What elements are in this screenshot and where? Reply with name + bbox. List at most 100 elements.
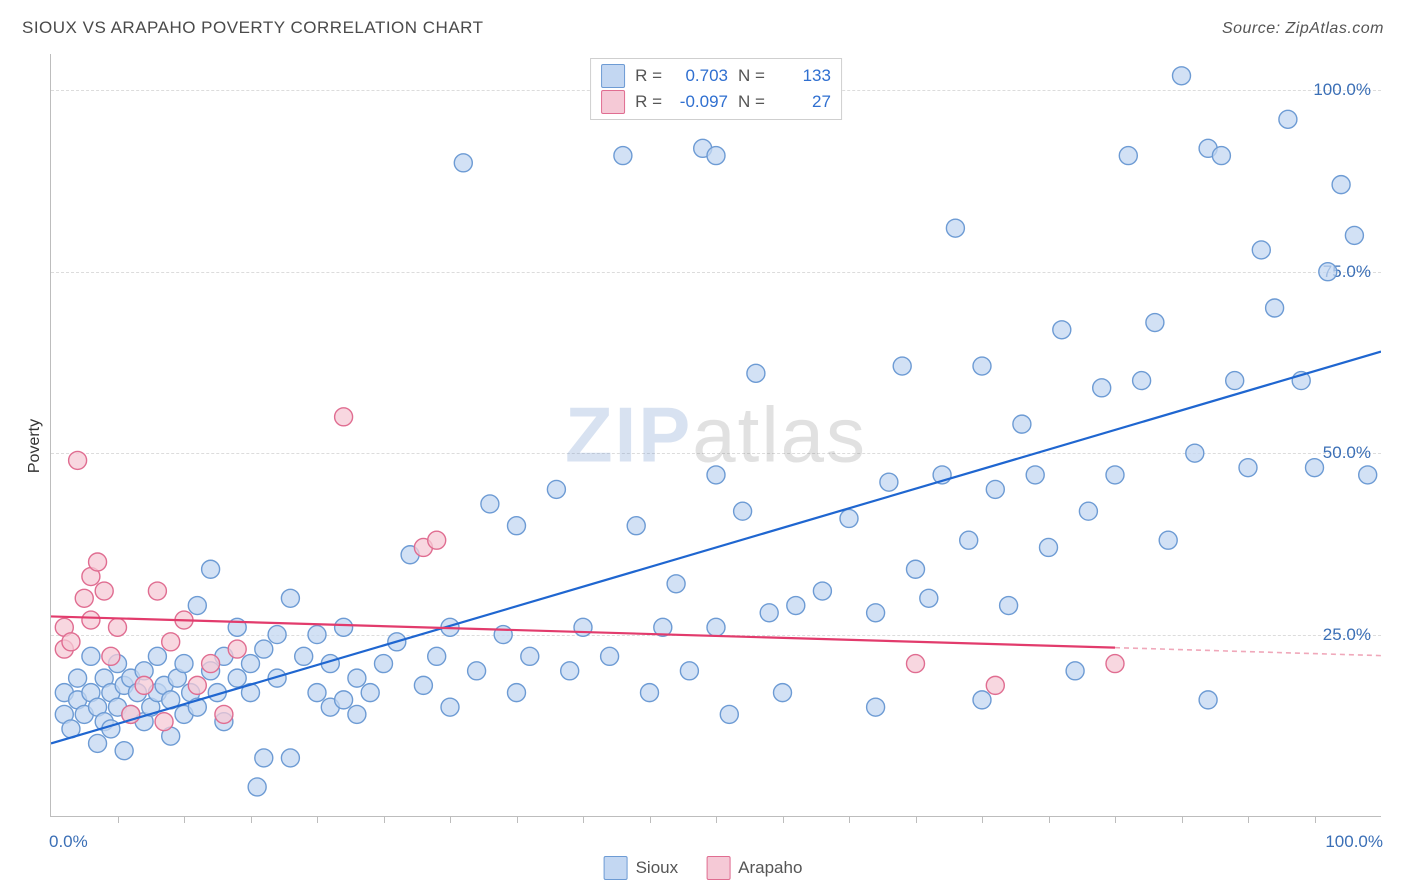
data-point-arapaho [102,647,120,665]
data-point-sioux [960,531,978,549]
x-tick [716,816,717,823]
legend-swatch [601,64,625,88]
data-point-sioux [148,647,166,665]
data-point-sioux [281,589,299,607]
data-point-sioux [973,691,991,709]
data-point-sioux [175,655,193,673]
data-point-arapaho [135,676,153,694]
data-point-sioux [188,597,206,615]
data-point-sioux [561,662,579,680]
data-point-sioux [893,357,911,375]
data-point-sioux [335,691,353,709]
data-point-arapaho [75,589,93,607]
data-point-sioux [747,364,765,382]
n-label: N = [738,66,765,86]
data-point-sioux [1212,147,1230,165]
data-point-sioux [601,647,619,665]
data-point-arapaho [335,408,353,426]
data-point-sioux [1173,67,1191,85]
chart-title: SIOUX VS ARAPAHO POVERTY CORRELATION CHA… [22,18,484,38]
data-point-sioux [973,357,991,375]
data-point-sioux [1119,147,1137,165]
data-point-sioux [1026,466,1044,484]
legend-swatch [601,90,625,114]
data-point-arapaho [155,713,173,731]
r-label: R = [635,92,662,112]
series-legend-item: Arapaho [706,856,802,880]
x-tick [450,816,451,823]
data-point-sioux [707,618,725,636]
x-tick [1182,816,1183,823]
data-point-sioux [308,626,326,644]
data-point-sioux [375,655,393,673]
chart-svg [51,54,1381,816]
data-point-sioux [680,662,698,680]
data-point-sioux [242,655,260,673]
x-axis-start-label: 0.0% [49,832,88,852]
legend-row: R = 0.703 N = 133 [601,63,831,89]
data-point-sioux [1359,466,1377,484]
data-point-sioux [441,698,459,716]
data-point-sioux [361,684,379,702]
data-point-sioux [82,647,100,665]
legend-row: R =-0.097N =27 [601,89,831,115]
data-point-sioux [1066,662,1084,680]
data-point-sioux [1266,299,1284,317]
data-point-sioux [1186,444,1204,462]
data-point-sioux [414,676,432,694]
x-tick [384,816,385,823]
data-point-sioux [508,517,526,535]
legend-swatch [706,856,730,880]
series-name: Arapaho [738,858,802,878]
data-point-sioux [308,684,326,702]
x-tick [916,816,917,823]
data-point-sioux [1226,372,1244,390]
source-credit: Source: ZipAtlas.com [1222,20,1384,38]
data-point-sioux [1013,415,1031,433]
data-point-arapaho [95,582,113,600]
data-point-arapaho [109,618,127,636]
x-tick [583,816,584,823]
r-value: 0.703 [672,66,728,86]
data-point-arapaho [228,640,246,658]
x-tick [184,816,185,823]
data-point-arapaho [907,655,925,673]
data-point-sioux [202,560,220,578]
data-point-sioux [255,749,273,767]
data-point-arapaho [202,655,220,673]
series-legend-item: Sioux [604,856,679,880]
series-name: Sioux [636,858,679,878]
x-tick [1248,816,1249,823]
data-point-arapaho [215,705,233,723]
data-point-sioux [787,597,805,615]
x-tick [251,816,252,823]
data-point-arapaho [69,451,87,469]
data-point-sioux [1306,459,1324,477]
correlation-legend: R = 0.703 N = 133 R =-0.097N =27 [590,58,842,120]
n-value: 133 [775,66,831,86]
series-legend: Sioux Arapaho [604,856,803,880]
data-point-sioux [89,734,107,752]
source-name: ZipAtlas.com [1286,20,1384,37]
x-axis-end-label: 100.0% [1325,832,1383,852]
data-point-sioux [627,517,645,535]
data-point-sioux [641,684,659,702]
data-point-arapaho [148,582,166,600]
data-point-sioux [1106,466,1124,484]
data-point-sioux [946,219,964,237]
data-point-sioux [734,502,752,520]
data-point-sioux [1239,459,1257,477]
data-point-sioux [720,705,738,723]
data-point-sioux [1053,321,1071,339]
data-point-sioux [574,618,592,636]
data-point-sioux [1079,502,1097,520]
data-point-sioux [907,560,925,578]
data-point-sioux [295,647,313,665]
x-tick [1049,816,1050,823]
data-point-sioux [1332,176,1350,194]
data-point-sioux [468,662,486,680]
x-tick [517,816,518,823]
data-point-arapaho [1106,655,1124,673]
r-label: R = [635,66,662,86]
data-point-sioux [1133,372,1151,390]
